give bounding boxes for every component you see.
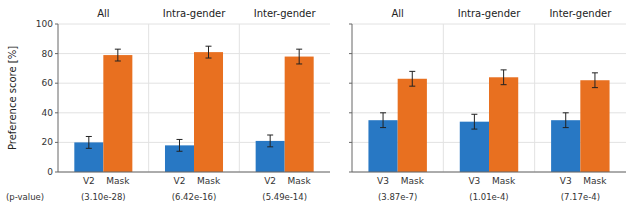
y-tick [349,172,352,173]
error-bar [563,113,569,128]
bar [194,52,223,172]
x-tick-label: V3 [377,176,389,186]
x-tick-label: Mask [197,176,221,186]
bar [368,120,397,172]
annotation: (6.42e-16) [172,192,217,202]
y-tick-label: 20 [42,137,54,147]
bar [285,57,314,172]
y-tick [55,112,58,113]
bar [103,55,132,172]
x-tick-label: Mask [401,176,425,186]
error-bar [267,135,273,147]
annotation: (5.49e-14) [262,192,307,202]
error-bar [501,70,507,85]
error-bar [592,73,598,88]
x-tick-label: Mask [492,176,516,186]
annotation: (7.17e-4) [561,192,600,202]
y-tick [349,112,352,113]
error-bar [206,46,212,58]
group-title: Inter-gender [254,8,317,19]
y-tick [55,172,58,173]
error-bar [176,139,182,151]
group-title: All [391,8,403,19]
y-tick-label: 60 [42,78,54,88]
annotation-label: (p-value) [6,192,44,202]
error-bar [296,49,302,64]
y-tick [55,142,58,143]
bar [580,80,609,172]
error-bar [380,113,386,128]
panel: 0 20 40 60 80 100 Preference score [%] All Intra… [6,8,330,202]
group-title: Intra-gender [163,8,226,19]
y-tick [55,53,58,54]
bar [460,122,489,172]
group-divider [148,24,149,172]
x-tick-label: V3 [468,176,480,186]
y-axis [352,24,353,172]
y-tick [55,83,58,84]
y-tick-label: 40 [42,108,54,118]
chart: 0 20 40 60 80 100 Preference score [%] All Intra… [0,0,640,213]
grid-line [352,172,626,173]
marks [368,70,609,172]
y-tick [55,24,58,25]
y-tick [349,142,352,143]
annotation: (3.10e-28) [81,192,126,202]
x-tick-label: V2 [174,176,186,186]
y-tick-label: 80 [42,49,54,59]
grid-line [352,53,626,54]
error-bar [115,49,121,61]
error-bar [471,114,477,129]
y-tick [349,83,352,84]
x-axis [58,172,330,173]
bar [551,120,580,172]
group-divider [534,24,535,172]
bar [398,79,427,172]
error-bar [409,71,415,86]
marks [74,46,313,172]
x-tick-label: Mask [106,176,130,186]
error-bar [86,136,92,148]
x-tick-label: V2 [264,176,276,186]
x-tick-label: V3 [560,176,572,186]
group-divider [239,24,240,172]
annotation: (1.01e-4) [469,192,508,202]
y-tick-label: 100 [36,19,53,29]
x-tick-label: Mask [583,176,607,186]
y-tick [349,53,352,54]
group-title: Intra-gender [458,8,521,19]
y-tick-label: 0 [47,167,53,177]
y-axis [58,24,59,172]
grid-line [58,172,330,173]
x-axis [352,172,626,173]
y-axis-label: Preference score [%] [7,46,18,150]
x-tick-label: V2 [83,176,95,186]
group-divider [443,24,444,172]
bar [489,77,518,172]
group-title: Inter-gender [549,8,612,19]
grid-line [352,24,626,25]
annotation: (3.87e-7) [378,192,417,202]
group-title: All [97,8,109,19]
grid-line [58,24,330,25]
x-tick-label: Mask [288,176,312,186]
y-tick [349,24,352,25]
panel: All Intra-gender Inter-gender V3 Mask V3 Mask V… [349,8,626,202]
